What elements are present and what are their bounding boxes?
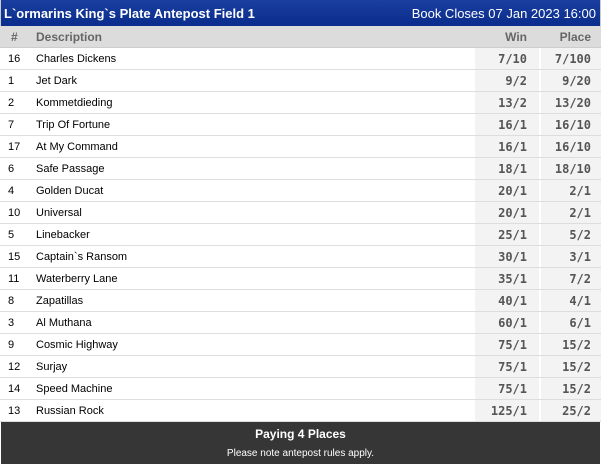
footer: Paying 4 Places Please note antepost rul… xyxy=(1,422,600,464)
place-odds[interactable]: 15/2 xyxy=(541,334,601,355)
runner-number: 3 xyxy=(8,316,15,329)
runner-number: 2 xyxy=(8,96,15,109)
runner-number: 9 xyxy=(8,338,15,351)
runner-name: Universal xyxy=(36,206,82,219)
runner-row: 5 Linebacker 25/1 5/2 xyxy=(0,224,601,246)
runner-row: 1 Jet Dark 9/2 9/20 xyxy=(0,70,601,92)
runner-row: 15 Captain`s Ransom 30/1 3/1 xyxy=(0,246,601,268)
col-win: Win xyxy=(505,29,527,44)
runner-row: 6 Safe Passage 18/1 18/10 xyxy=(0,158,601,180)
runner-row: 13 Russian Rock 125/1 25/2 xyxy=(0,400,601,422)
runner-name: Al Muthana xyxy=(36,316,92,329)
runner-row: 11 Waterberry Lane 35/1 7/2 xyxy=(0,268,601,290)
event-title: L`ormarins King`s Plate Antepost Field 1 xyxy=(4,5,255,21)
win-odds[interactable]: 7/10 xyxy=(475,48,539,69)
place-odds[interactable]: 4/1 xyxy=(541,290,601,311)
runner-row: 16 Charles Dickens 7/10 7/100 xyxy=(0,48,601,70)
runner-name: Kommetdieding xyxy=(36,96,113,109)
runner-row: 9 Cosmic Highway 75/1 15/2 xyxy=(0,334,601,356)
column-header: # Description Win Place xyxy=(0,26,601,48)
paying-places: Paying 4 Places xyxy=(255,427,346,441)
book-closes: Book Closes 07 Jan 2023 16:00 xyxy=(411,5,596,21)
win-odds[interactable]: 30/1 xyxy=(475,246,539,267)
runner-number: 17 xyxy=(8,140,21,153)
place-odds[interactable]: 25/2 xyxy=(541,400,601,421)
runner-row: 7 Trip Of Fortune 16/1 16/10 xyxy=(0,114,601,136)
place-odds[interactable]: 16/10 xyxy=(541,114,601,135)
runner-name: Safe Passage xyxy=(36,162,105,175)
runner-number: 16 xyxy=(8,52,21,65)
runner-name: Captain`s Ransom xyxy=(36,250,128,263)
place-odds[interactable]: 15/2 xyxy=(541,378,601,399)
place-odds[interactable]: 2/1 xyxy=(541,180,601,201)
event-header: L`ormarins King`s Plate Antepost Field 1… xyxy=(0,0,601,26)
win-odds[interactable]: 18/1 xyxy=(475,158,539,179)
runner-name: Surjay xyxy=(36,360,68,373)
col-num: # xyxy=(11,29,18,44)
win-odds[interactable]: 16/1 xyxy=(475,136,539,157)
runner-name: Russian Rock xyxy=(36,404,104,417)
place-odds[interactable]: 2/1 xyxy=(541,202,601,223)
runner-number: 11 xyxy=(8,272,20,285)
runner-number: 13 xyxy=(8,404,21,417)
runner-row: 17 At My Command 16/1 16/10 xyxy=(0,136,601,158)
col-place: Place xyxy=(559,29,591,44)
runner-row: 2 Kommetdieding 13/2 13/20 xyxy=(0,92,601,114)
runner-number: 15 xyxy=(8,250,21,263)
win-odds[interactable]: 13/2 xyxy=(475,92,539,113)
runner-row: 10 Universal 20/1 2/1 xyxy=(0,202,601,224)
runner-name: Golden Ducat xyxy=(36,184,104,197)
win-odds[interactable]: 35/1 xyxy=(475,268,539,289)
place-odds[interactable]: 15/2 xyxy=(541,356,601,377)
place-odds[interactable]: 7/2 xyxy=(541,268,601,289)
runner-number: 14 xyxy=(8,382,21,395)
runner-number: 10 xyxy=(8,206,21,219)
place-odds[interactable]: 7/100 xyxy=(541,48,601,69)
col-description: Description xyxy=(36,29,103,44)
win-odds[interactable]: 25/1 xyxy=(475,224,539,245)
runner-name: Linebacker xyxy=(36,228,90,241)
runner-list: 16 Charles Dickens 7/10 7/100 1 Jet Dark 9/2 9/… xyxy=(0,48,601,422)
win-odds[interactable]: 75/1 xyxy=(475,356,539,377)
win-odds[interactable]: 40/1 xyxy=(475,290,539,311)
win-odds[interactable]: 9/2 xyxy=(475,70,539,91)
runner-name: Zapatillas xyxy=(36,294,84,307)
place-odds[interactable]: 6/1 xyxy=(541,312,601,333)
place-odds[interactable]: 5/2 xyxy=(541,224,601,245)
place-odds[interactable]: 3/1 xyxy=(541,246,601,267)
runner-row: 12 Surjay 75/1 15/2 xyxy=(0,356,601,378)
win-odds[interactable]: 125/1 xyxy=(475,400,539,421)
runner-row: 14 Speed Machine 75/1 15/2 xyxy=(0,378,601,400)
runner-name: Cosmic Highway xyxy=(36,338,118,351)
runner-number: 6 xyxy=(8,162,15,175)
win-odds[interactable]: 16/1 xyxy=(475,114,539,135)
runner-number: 8 xyxy=(8,294,15,307)
place-odds[interactable]: 9/20 xyxy=(541,70,601,91)
win-odds[interactable]: 60/1 xyxy=(475,312,539,333)
win-odds[interactable]: 20/1 xyxy=(475,202,539,223)
runner-name: At My Command xyxy=(36,140,118,153)
runner-name: Trip Of Fortune xyxy=(36,118,111,131)
runner-row: 8 Zapatillas 40/1 4/1 xyxy=(0,290,601,312)
runner-name: Jet Dark xyxy=(36,74,77,87)
runner-number: 1 xyxy=(8,74,15,87)
win-odds[interactable]: 75/1 xyxy=(475,334,539,355)
place-odds[interactable]: 18/10 xyxy=(541,158,601,179)
runner-number: 5 xyxy=(8,228,15,241)
runner-name: Waterberry Lane xyxy=(36,272,118,285)
win-odds[interactable]: 75/1 xyxy=(475,378,539,399)
runner-name: Speed Machine xyxy=(36,382,113,395)
win-odds[interactable]: 20/1 xyxy=(475,180,539,201)
runner-row: 4 Golden Ducat 20/1 2/1 xyxy=(0,180,601,202)
place-odds[interactable]: 13/20 xyxy=(541,92,601,113)
runner-number: 4 xyxy=(8,184,15,197)
antepost-note: Please note antepost rules apply. xyxy=(226,448,375,459)
runner-number: 12 xyxy=(8,360,21,373)
runner-name: Charles Dickens xyxy=(36,52,117,65)
place-odds[interactable]: 16/10 xyxy=(541,136,601,157)
runner-row: 3 Al Muthana 60/1 6/1 xyxy=(0,312,601,334)
runner-number: 7 xyxy=(8,118,15,131)
